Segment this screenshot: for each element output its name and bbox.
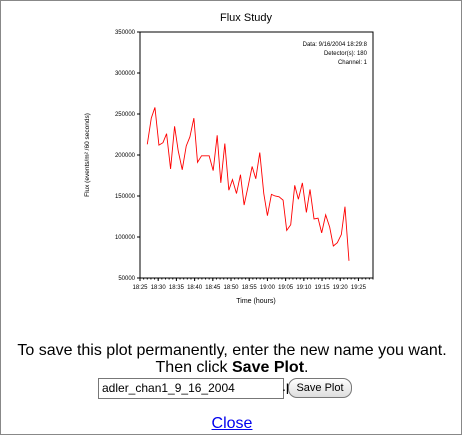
- instruction-text: .: [304, 359, 309, 376]
- x-tick-label: 19:10: [296, 285, 312, 291]
- x-tick-label: 18:25: [132, 285, 148, 291]
- x-tick-label: 18:30: [151, 285, 167, 291]
- x-tick-label: 19:05: [278, 285, 294, 291]
- y-tick-label: 250000: [115, 112, 136, 118]
- y-tick-label: 50000: [118, 276, 135, 282]
- annotation: Data: 9/16/2004 18:29:8: [303, 42, 368, 48]
- annotation: Detector(s): 180: [324, 51, 368, 57]
- instruction-bold: Save Plot: [232, 359, 305, 376]
- y-tick-label: 150000: [115, 194, 136, 200]
- y-tick-label: 300000: [115, 71, 136, 77]
- y-tick-label: 100000: [115, 235, 136, 241]
- y-axis-label: Flux (events/m² /60 seconds): [84, 113, 91, 197]
- x-tick-label: 19:00: [260, 285, 276, 291]
- annotation: Channel: 1: [338, 60, 368, 66]
- save-button[interactable]: Save Plot: [288, 378, 352, 398]
- instruction-text: Then click: [155, 359, 228, 376]
- data-line: [146, 107, 350, 261]
- instruction-line1: To save this plot permanently, enter the…: [17, 342, 447, 359]
- x-tick-label: 19:20: [333, 285, 349, 291]
- y-tick-label: 350000: [115, 30, 136, 36]
- x-axis-label: Time (hours): [236, 298, 275, 305]
- x-tick-label: 18:45: [205, 285, 221, 291]
- x-tick-label: 19:25: [351, 285, 367, 291]
- x-tick-label: 18:55: [242, 285, 258, 291]
- x-tick-label: 18:35: [169, 285, 185, 291]
- x-tick-label: 18:40: [187, 285, 203, 291]
- close-link[interactable]: Close: [211, 415, 253, 432]
- x-tick-label: 18:50: [224, 285, 240, 291]
- chart-title: Flux Study: [220, 12, 272, 24]
- instruction-line2: Then click Save Plot.: [1, 359, 462, 377]
- chart: Flux Study Time (hours) Flux (events/m² …: [84, 12, 374, 305]
- y-tick-label: 200000: [115, 153, 136, 159]
- name-input[interactable]: adler_chan1_9_16_2004: [98, 378, 284, 399]
- x-tick-label: 19:15: [315, 285, 331, 291]
